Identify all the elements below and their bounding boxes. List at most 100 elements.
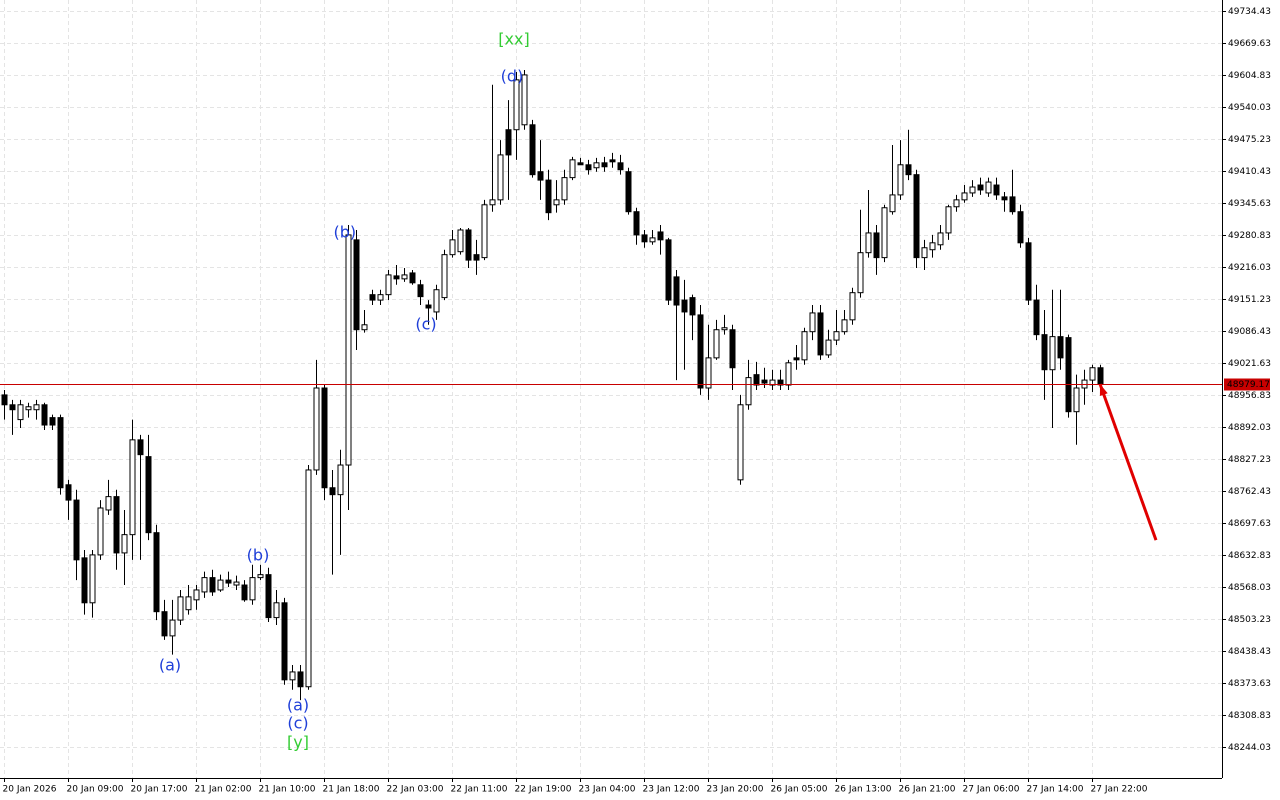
candle-body xyxy=(1,394,8,406)
candle-body xyxy=(553,199,560,206)
candle-body xyxy=(465,229,472,261)
candle-body xyxy=(833,331,840,341)
candle-body xyxy=(529,124,536,176)
candle-body xyxy=(793,357,800,361)
y-tick-label: 49216.03 xyxy=(1228,263,1271,273)
candle-body xyxy=(737,404,744,481)
candle-body xyxy=(433,289,440,313)
candle-body xyxy=(705,357,712,389)
x-tick-label: 20 Jan 09:00 xyxy=(67,785,124,795)
candle-body xyxy=(585,164,592,171)
candle-body xyxy=(241,584,248,601)
y-tick-label: 49151.23 xyxy=(1228,295,1271,305)
candle-body xyxy=(689,297,696,316)
candle-body xyxy=(873,232,880,259)
candle-body xyxy=(505,129,512,156)
candle-body xyxy=(665,239,672,301)
candle-body xyxy=(841,319,848,333)
x-tick-label: 27 Jan 22:00 xyxy=(1091,785,1148,795)
candle-body xyxy=(113,496,120,554)
candle-body xyxy=(681,299,688,313)
candle-body xyxy=(625,171,632,213)
candle-body xyxy=(649,237,656,243)
y-tick-label: 49604.83 xyxy=(1228,71,1271,81)
y-tick-label: 48503.23 xyxy=(1228,615,1271,625)
wave-label: (d) xyxy=(501,66,524,85)
forecast-line xyxy=(1098,383,1158,541)
y-tick-label: 49021.63 xyxy=(1228,359,1271,369)
candle-body xyxy=(409,272,416,284)
candle-body xyxy=(73,499,80,561)
candle-body xyxy=(809,312,816,333)
y-tick-label: 49280.83 xyxy=(1228,231,1271,241)
y-tick-label: 48308.83 xyxy=(1228,711,1271,721)
candle-body xyxy=(401,274,408,280)
candle-body xyxy=(305,469,312,688)
candle-body xyxy=(857,252,864,294)
candle-body xyxy=(369,294,376,301)
plot: [xx](d)(b)(c)(b)(a)(a)(c)[y] xyxy=(0,29,1222,752)
y-tick-label: 49345.63 xyxy=(1228,199,1271,209)
candle-body xyxy=(961,192,968,201)
x-tick-label: 27 Jan 06:00 xyxy=(963,785,1020,795)
candle-body xyxy=(937,232,944,246)
candle-body xyxy=(201,577,208,593)
candle-body xyxy=(977,184,984,191)
candle-body xyxy=(1033,299,1040,336)
candle-body xyxy=(289,671,296,681)
candle-body xyxy=(185,596,192,611)
candle-body xyxy=(633,211,640,236)
candle-body xyxy=(425,304,432,309)
candle-body xyxy=(225,579,232,584)
candle-body xyxy=(297,671,304,688)
candle-body xyxy=(441,254,448,299)
candle-body xyxy=(49,417,56,426)
candle-body xyxy=(105,496,112,511)
candle-body xyxy=(249,577,256,601)
candle-body xyxy=(321,387,328,489)
x-tick-label: 20 Jan 2026 xyxy=(3,785,57,795)
candle-body xyxy=(257,574,264,579)
x-tick-label: 23 Jan 12:00 xyxy=(643,785,700,795)
candle-body xyxy=(929,242,936,251)
candle-body xyxy=(897,164,904,196)
candle-body xyxy=(697,314,704,389)
candle-body xyxy=(729,329,736,369)
candle-body xyxy=(345,234,352,466)
wave-label: [xx] xyxy=(498,29,529,48)
candle-body xyxy=(865,232,872,254)
x-tick-label: 23 Jan 04:00 xyxy=(579,785,636,795)
last-price-box xyxy=(1224,378,1270,391)
candle-body xyxy=(545,179,552,214)
candle-body xyxy=(33,404,40,411)
y-tick-label: 48827.23 xyxy=(1228,455,1271,465)
candle-body xyxy=(9,404,16,411)
candle-body xyxy=(817,312,824,356)
candle-body xyxy=(777,379,784,386)
y-tick-label: 48697.63 xyxy=(1228,519,1271,529)
candle-body xyxy=(161,611,168,637)
x-tick-label: 26 Jan 13:00 xyxy=(835,785,892,795)
candle-body xyxy=(753,374,760,386)
candle-body xyxy=(121,534,128,554)
wave-label: (b) xyxy=(333,222,356,241)
y-tick-label: 48632.83 xyxy=(1228,551,1271,561)
candle-body xyxy=(1089,367,1096,381)
wave-label: (b) xyxy=(247,545,270,564)
candle-body xyxy=(393,275,400,280)
wave-label: (c) xyxy=(415,314,436,333)
y-tick-label: 48956.83 xyxy=(1228,391,1271,401)
candle-body xyxy=(81,557,88,604)
candle-body xyxy=(457,229,464,253)
x-tick-label: 21 Jan 18:00 xyxy=(323,785,380,795)
candle-body xyxy=(25,406,32,411)
wave-label: (a) xyxy=(287,696,309,715)
candle-body xyxy=(57,417,64,489)
candle-body xyxy=(993,184,1000,196)
candle-body xyxy=(513,79,520,131)
candle-body xyxy=(1001,196,1008,201)
y-tick-label: 49734.43 xyxy=(1228,7,1271,17)
